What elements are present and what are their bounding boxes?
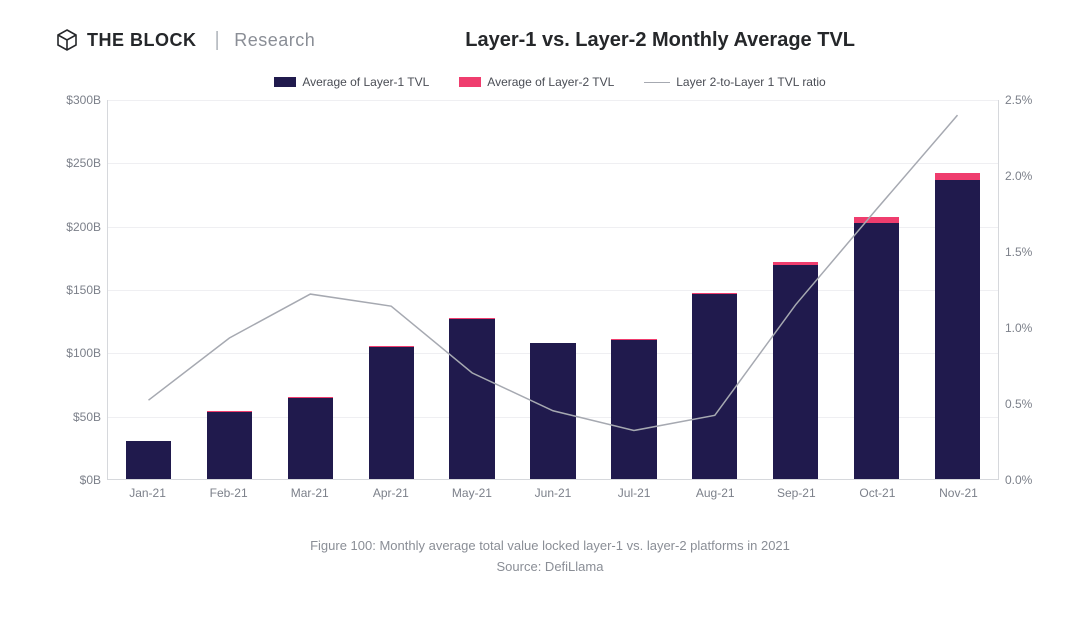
- bar-layer1: [449, 319, 494, 479]
- y-left-tick: $50B: [73, 410, 101, 424]
- bar-group: [108, 100, 189, 479]
- y-left-tick: $100B: [66, 346, 101, 360]
- x-tick: May-21: [431, 486, 512, 500]
- bar-group: [189, 100, 270, 479]
- legend: Average of Layer-1 TVL Average of Layer-…: [55, 70, 1045, 94]
- bar-group: [917, 100, 998, 479]
- y-axis-left: $0B$50B$100B$150B$200B$250B$300B: [55, 100, 101, 480]
- bar-stack: [449, 318, 494, 479]
- bar-layer1: [369, 347, 414, 479]
- bar-stack: [692, 293, 737, 479]
- bar-stack: [369, 346, 414, 479]
- bar-group: [755, 100, 836, 479]
- legend-swatch-l2: [459, 77, 481, 87]
- bar-layer1: [611, 340, 656, 479]
- y-left-tick: $150B: [66, 283, 101, 297]
- cube-icon: [55, 28, 79, 52]
- bar-layer1: [692, 294, 737, 479]
- y-right-tick: 1.0%: [1005, 321, 1032, 335]
- bar-group: [674, 100, 755, 479]
- bar-layer1: [126, 441, 171, 479]
- header: THE BLOCK | Research Layer-1 vs. Layer-2…: [55, 20, 1045, 60]
- y-right-tick: 2.0%: [1005, 169, 1032, 183]
- bar-layer1: [854, 223, 899, 479]
- bar-stack: [207, 411, 252, 479]
- y-right-tick: 2.5%: [1005, 93, 1032, 107]
- bar-stack: [854, 217, 899, 479]
- bar-stack: [530, 343, 575, 479]
- bar-layer1: [773, 265, 818, 479]
- caption-line2: Source: DefiLlama: [55, 557, 1045, 578]
- x-tick: Jul-21: [594, 486, 675, 500]
- bar-layer2: [935, 173, 980, 180]
- legend-item-l2: Average of Layer-2 TVL: [459, 75, 614, 89]
- bar-group: [513, 100, 594, 479]
- legend-line-ratio: [644, 82, 670, 83]
- y-right-tick: 0.0%: [1005, 473, 1032, 487]
- y-left-tick: $250B: [66, 156, 101, 170]
- x-tick: Sep-21: [756, 486, 837, 500]
- bar-stack: [611, 339, 656, 479]
- bar-stack: [935, 173, 980, 479]
- legend-label-ratio: Layer 2-to-Layer 1 TVL ratio: [676, 75, 825, 89]
- bar-stack: [126, 441, 171, 479]
- y-left-tick: $300B: [66, 93, 101, 107]
- caption-line1: Figure 100: Monthly average total value …: [55, 536, 1045, 557]
- chart-card: THE BLOCK | Research Layer-1 vs. Layer-2…: [55, 20, 1045, 595]
- brand-name: THE BLOCK: [87, 30, 197, 51]
- legend-label-l2: Average of Layer-2 TVL: [487, 75, 614, 89]
- plot-area: [107, 100, 999, 480]
- x-tick: Jan-21: [107, 486, 188, 500]
- bar-group: [270, 100, 351, 479]
- legend-swatch-l1: [274, 77, 296, 87]
- x-tick: Mar-21: [269, 486, 350, 500]
- legend-item-ratio: Layer 2-to-Layer 1 TVL ratio: [644, 75, 825, 89]
- bar-group: [593, 100, 674, 479]
- bar-layer1: [288, 398, 333, 479]
- x-tick: Jun-21: [512, 486, 593, 500]
- legend-label-l1: Average of Layer-1 TVL: [302, 75, 429, 89]
- bar-stack: [288, 397, 333, 479]
- x-tick: Feb-21: [188, 486, 269, 500]
- bar-stack: [773, 262, 818, 479]
- x-tick: Oct-21: [837, 486, 918, 500]
- x-axis-labels: Jan-21Feb-21Mar-21Apr-21May-21Jun-21Jul-…: [107, 486, 999, 500]
- bar-groups: [108, 100, 998, 479]
- y-right-tick: 1.5%: [1005, 245, 1032, 259]
- chart-area: $0B$50B$100B$150B$200B$250B$300B 0.0%0.5…: [55, 100, 1045, 520]
- y-axis-right: 0.0%0.5%1.0%1.5%2.0%2.5%: [1005, 100, 1045, 480]
- y-right-tick: 0.5%: [1005, 397, 1032, 411]
- bar-group: [836, 100, 917, 479]
- bar-layer1: [935, 180, 980, 479]
- x-tick: Apr-21: [350, 486, 431, 500]
- bar-layer1: [530, 343, 575, 479]
- legend-item-l1: Average of Layer-1 TVL: [274, 75, 429, 89]
- chart-title: Layer-1 vs. Layer-2 Monthly Average TVL: [275, 29, 1045, 52]
- y-left-tick: $200B: [66, 220, 101, 234]
- bar-layer1: [207, 412, 252, 479]
- y-left-tick: $0B: [80, 473, 101, 487]
- x-tick: Aug-21: [675, 486, 756, 500]
- bar-group: [351, 100, 432, 479]
- caption: Figure 100: Monthly average total value …: [55, 536, 1045, 578]
- bar-group: [432, 100, 513, 479]
- brand-separator: |: [215, 29, 221, 52]
- x-tick: Nov-21: [918, 486, 999, 500]
